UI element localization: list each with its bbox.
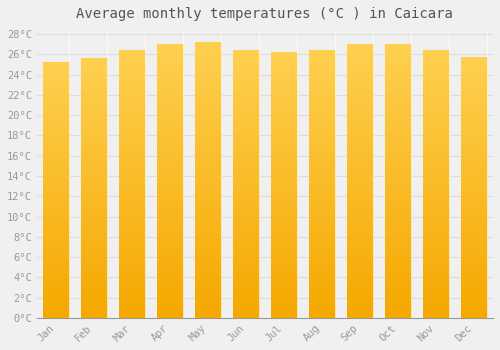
Title: Average monthly temperatures (°C ) in Caicara: Average monthly temperatures (°C ) in Ca… xyxy=(76,7,454,21)
